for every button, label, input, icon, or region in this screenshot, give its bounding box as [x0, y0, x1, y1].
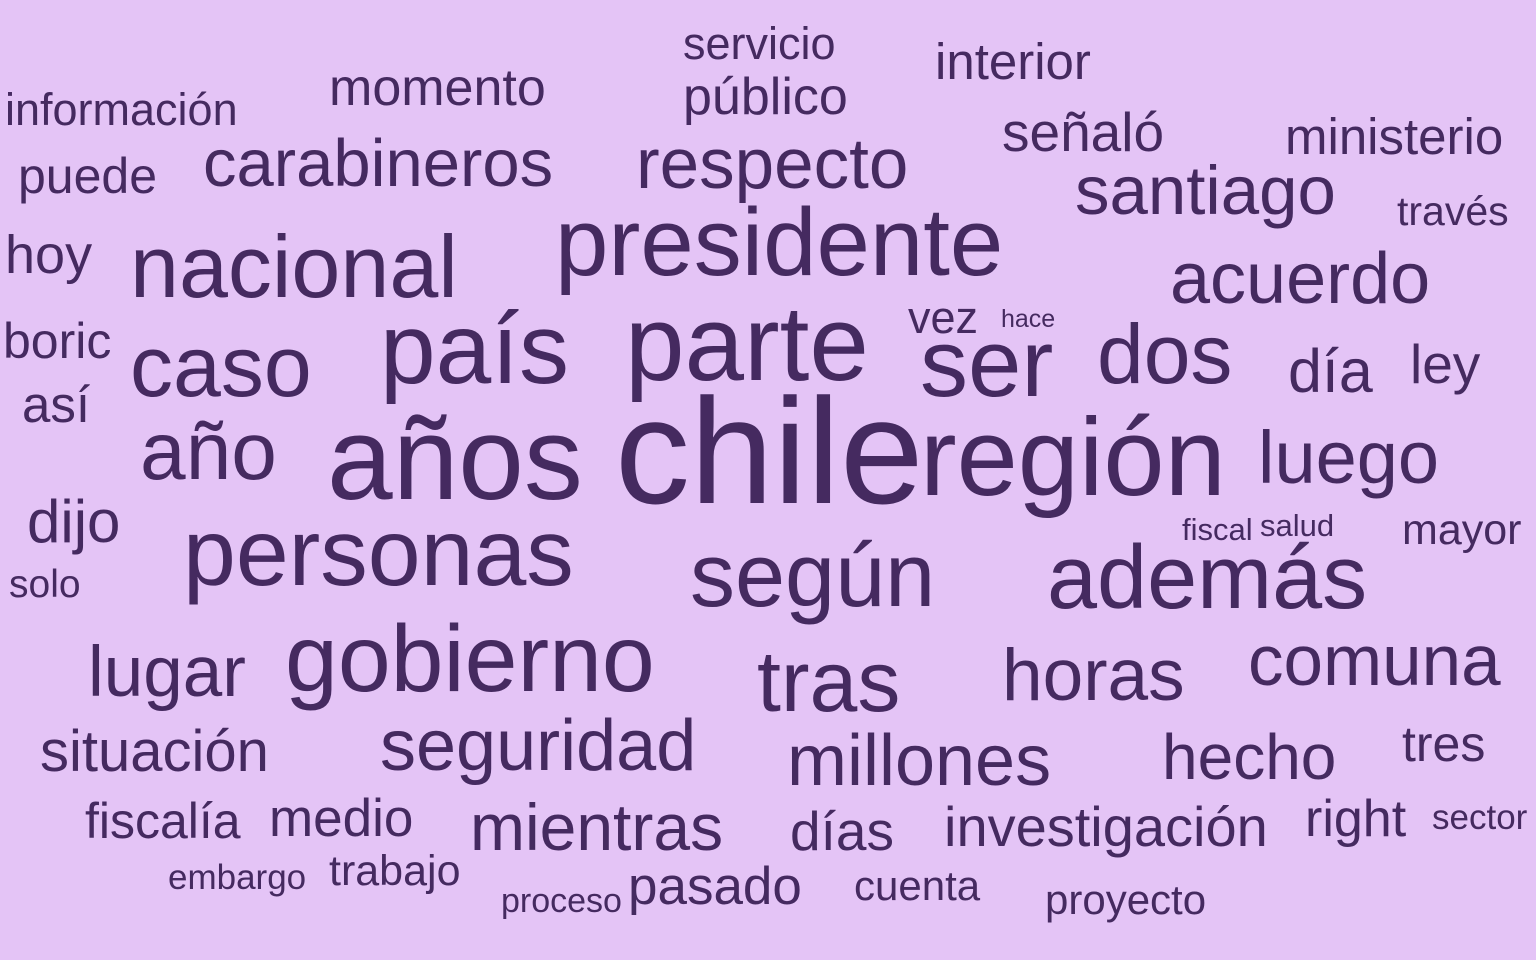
word-proceso: proceso — [501, 882, 622, 920]
word-fiscalia: fiscalía — [85, 793, 241, 849]
word-momento: momento — [329, 59, 546, 117]
word-informacion: información — [5, 84, 238, 135]
word-ser: ser — [920, 310, 1054, 417]
word-fiscal: fiscal — [1182, 512, 1253, 547]
word-ley: ley — [1410, 333, 1481, 395]
word-caso: caso — [130, 319, 312, 415]
word-proyecto: proyecto — [1045, 876, 1207, 923]
word-pais: país — [380, 293, 570, 405]
word-mayor: mayor — [1402, 506, 1522, 554]
word-dias: días — [790, 800, 894, 862]
word-parte: parte — [625, 283, 869, 403]
word-ministerio: ministerio — [1285, 108, 1504, 165]
word-interior: interior — [935, 33, 1091, 90]
word-horas: horas — [1002, 635, 1185, 716]
word-seguridad: seguridad — [380, 706, 697, 786]
word-gobierno: gobierno — [285, 606, 655, 712]
word-luego: luego — [1258, 416, 1440, 499]
word-millones: millones — [787, 721, 1052, 801]
word-tres: tres — [1402, 716, 1486, 772]
word-investigacion: investigación — [944, 795, 1268, 858]
word-senalo: señaló — [1002, 101, 1165, 163]
word-sector: sector — [1432, 798, 1528, 837]
word-puede: puede — [18, 148, 158, 204]
word-region: región — [920, 396, 1226, 519]
word-vez: vez — [908, 292, 979, 343]
word-chile: chile — [615, 367, 924, 535]
word-comuna: comuna — [1248, 622, 1501, 701]
word-ademas: además — [1047, 528, 1368, 628]
word-lugar: lugar — [88, 633, 246, 712]
word-embargo: embargo — [168, 858, 307, 897]
word-medio: medio — [269, 789, 414, 848]
word-pasado: pasado — [628, 857, 802, 916]
word-asi: así — [22, 376, 91, 433]
word-carabineros: carabineros — [203, 126, 554, 201]
word-respecto: respecto — [636, 125, 909, 204]
word-hoy: hoy — [5, 225, 93, 285]
word-dia: día — [1288, 337, 1373, 405]
word-santiago: santiago — [1075, 152, 1336, 229]
word-dos: dos — [1097, 307, 1233, 401]
word-trabajo: trabajo — [329, 847, 461, 895]
word-hace: hace — [1001, 305, 1056, 333]
word-dijo: dijo — [27, 488, 121, 555]
word-right: right — [1305, 790, 1407, 848]
word-traves: través — [1397, 188, 1509, 234]
word-servicio: servicio — [683, 18, 836, 69]
word-situacion: situación — [40, 719, 269, 784]
word-solo: solo — [9, 563, 81, 606]
word-cuenta: cuenta — [854, 862, 981, 909]
word-nacional: nacional — [130, 217, 458, 316]
word-personas: personas — [183, 500, 574, 606]
word-publico: público — [683, 68, 848, 126]
word-segun: según — [690, 526, 936, 626]
word-acuerdo: acuerdo — [1170, 239, 1431, 319]
word-boric: boric — [3, 313, 112, 369]
word-mientras: mientras — [470, 790, 724, 864]
word-hecho: hecho — [1162, 721, 1337, 793]
word-salud: salud — [1260, 508, 1335, 543]
word-ano: año — [140, 406, 277, 497]
word-tras: tras — [757, 634, 901, 730]
word-presidente: presidente — [555, 189, 1004, 296]
word-anos: años — [327, 393, 583, 525]
